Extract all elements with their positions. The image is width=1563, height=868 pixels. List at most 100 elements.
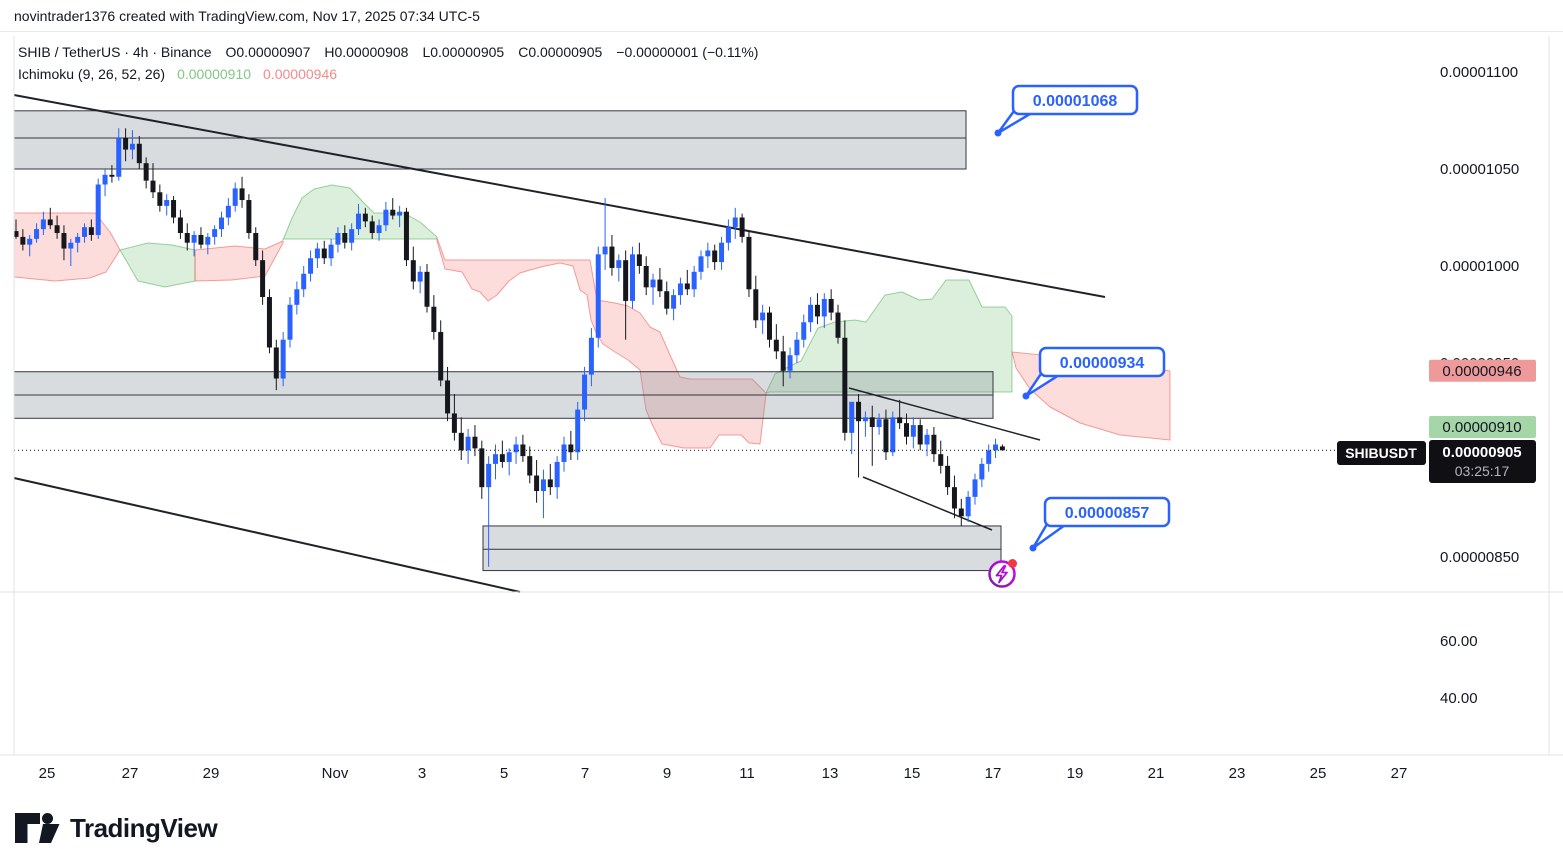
candle-body bbox=[938, 454, 944, 466]
price-axis-label: 0.00001100 bbox=[1440, 64, 1518, 81]
candle-body bbox=[479, 448, 485, 488]
price-callout[interactable]: 0.00000857 bbox=[1029, 496, 1171, 552]
candle-body bbox=[88, 227, 94, 235]
current-price-value: 0.00000905 bbox=[1442, 444, 1521, 461]
time-axis-label: 25 bbox=[1310, 765, 1327, 782]
candle-body bbox=[212, 229, 218, 237]
candle-body bbox=[513, 444, 519, 453]
candle-body bbox=[27, 238, 33, 245]
candle-body bbox=[445, 380, 451, 414]
candle-body bbox=[842, 337, 848, 433]
zone-rectangle[interactable] bbox=[13, 110, 967, 170]
candle-body bbox=[993, 444, 999, 451]
candle-body bbox=[890, 417, 896, 453]
candle-body bbox=[999, 446, 1005, 451]
lower-pane-label: 40.00 bbox=[1440, 690, 1478, 707]
symbol-price-label-text: SHIBUSDT bbox=[1345, 445, 1417, 461]
candle-body bbox=[951, 487, 957, 509]
candle-body bbox=[232, 188, 238, 206]
time-axis[interactable]: 25 27 29 Nov 3 5 7 9 11 13 15 17 19 21 23 25 27 bbox=[39, 765, 1408, 782]
time-axis-label: 11 bbox=[739, 765, 755, 782]
candle-body bbox=[239, 188, 245, 201]
symbol-legend[interactable]: SHIB / TetherUS · 4h · Binance O0.000009… bbox=[18, 44, 758, 60]
candle-body bbox=[897, 417, 903, 424]
trendline[interactable] bbox=[13, 477, 521, 593]
callout-anchor-dot[interactable] bbox=[1022, 392, 1030, 400]
time-axis-label: Nov bbox=[322, 765, 349, 782]
candle-body bbox=[972, 479, 978, 497]
flash-icon-circle[interactable] bbox=[988, 560, 1016, 588]
candle-body bbox=[958, 508, 964, 517]
flash-alert-icon[interactable] bbox=[988, 559, 1018, 588]
candle-body bbox=[671, 295, 677, 309]
candle-body bbox=[677, 283, 683, 296]
time-axis-label: 3 bbox=[418, 765, 426, 782]
callout-box[interactable] bbox=[1038, 346, 1166, 378]
senkou-a-price-badge bbox=[1429, 416, 1536, 438]
candle-body bbox=[630, 254, 635, 301]
callout-price-text: 0.00000857 bbox=[1065, 505, 1150, 522]
senkou-b-price-badge bbox=[1429, 359, 1536, 382]
time-axis-label: 7 bbox=[581, 765, 589, 782]
candle-body bbox=[20, 236, 26, 245]
candle-body bbox=[397, 211, 403, 216]
candle-body bbox=[47, 219, 53, 226]
current-price-badge bbox=[1429, 440, 1536, 483]
time-axis-label: 13 bbox=[822, 765, 839, 782]
symbol-title[interactable]: SHIB / TetherUS · 4h · Binance bbox=[18, 44, 212, 60]
callout-anchor-dot[interactable] bbox=[1029, 544, 1037, 552]
price-callout[interactable]: 0.00001068 bbox=[994, 84, 1139, 137]
candle-body bbox=[143, 163, 149, 181]
time-axis-label: 9 bbox=[663, 765, 671, 782]
price-axis[interactable]: 0.000011000.000010500.000010000.00000950… bbox=[1440, 64, 1519, 566]
candle-body bbox=[294, 289, 300, 305]
callout-box[interactable] bbox=[1011, 84, 1139, 116]
candle-body bbox=[595, 254, 601, 338]
trendline[interactable] bbox=[848, 387, 1041, 441]
candle-body bbox=[157, 192, 163, 206]
price-zones[interactable] bbox=[13, 110, 1002, 572]
candle-body bbox=[82, 227, 87, 237]
candle-body bbox=[335, 233, 341, 245]
candle-body bbox=[719, 242, 725, 263]
tradingview-logo-glyph bbox=[15, 813, 60, 843]
price-callout[interactable]: 0.00000934 bbox=[1022, 346, 1166, 400]
candle-body bbox=[129, 143, 135, 150]
candle-body bbox=[602, 246, 608, 255]
lower-pane-label: 60.00 bbox=[1440, 633, 1478, 650]
trendline[interactable] bbox=[13, 94, 1106, 298]
tradingview-logo[interactable]: TradingView bbox=[14, 810, 218, 846]
attribution-text: novintrader1376 created with TradingView… bbox=[14, 8, 480, 24]
zone-rectangle[interactable] bbox=[482, 525, 1002, 572]
time-axis-label: 15 bbox=[904, 765, 921, 782]
legend-high: H0.00000908 bbox=[324, 44, 409, 60]
candle-body bbox=[177, 217, 183, 234]
callout-anchor-dot[interactable] bbox=[994, 129, 1002, 137]
candle-body bbox=[403, 211, 409, 261]
candle-body bbox=[431, 306, 437, 332]
indicator-legend[interactable]: Ichimoku (9, 26, 52, 26) 0.00000910 0.00… bbox=[18, 66, 337, 82]
trendline[interactable] bbox=[862, 476, 993, 531]
callout-box[interactable] bbox=[1043, 496, 1171, 528]
trendlines[interactable] bbox=[13, 94, 1106, 593]
candle-body bbox=[314, 248, 320, 259]
candle-body bbox=[342, 233, 348, 243]
candle-body bbox=[643, 266, 649, 288]
candle-body bbox=[623, 260, 629, 301]
candle-body bbox=[287, 304, 293, 340]
candlestick-series bbox=[13, 128, 1005, 567]
candle-body bbox=[164, 200, 170, 206]
indicator-name[interactable]: Ichimoku (9, 26, 52, 26) bbox=[18, 66, 166, 82]
time-axis-label: 21 bbox=[1148, 765, 1165, 782]
time-axis-label: 29 bbox=[203, 765, 220, 782]
candle-body bbox=[828, 298, 834, 313]
candle-body bbox=[499, 454, 505, 462]
candle-body bbox=[636, 254, 642, 266]
candle-body bbox=[54, 225, 60, 234]
candle-body bbox=[917, 425, 923, 445]
candle-body bbox=[40, 219, 46, 230]
candle-body bbox=[732, 217, 738, 228]
candle-body bbox=[821, 298, 827, 317]
price-axis-label: 0.00000850 bbox=[1440, 549, 1519, 566]
